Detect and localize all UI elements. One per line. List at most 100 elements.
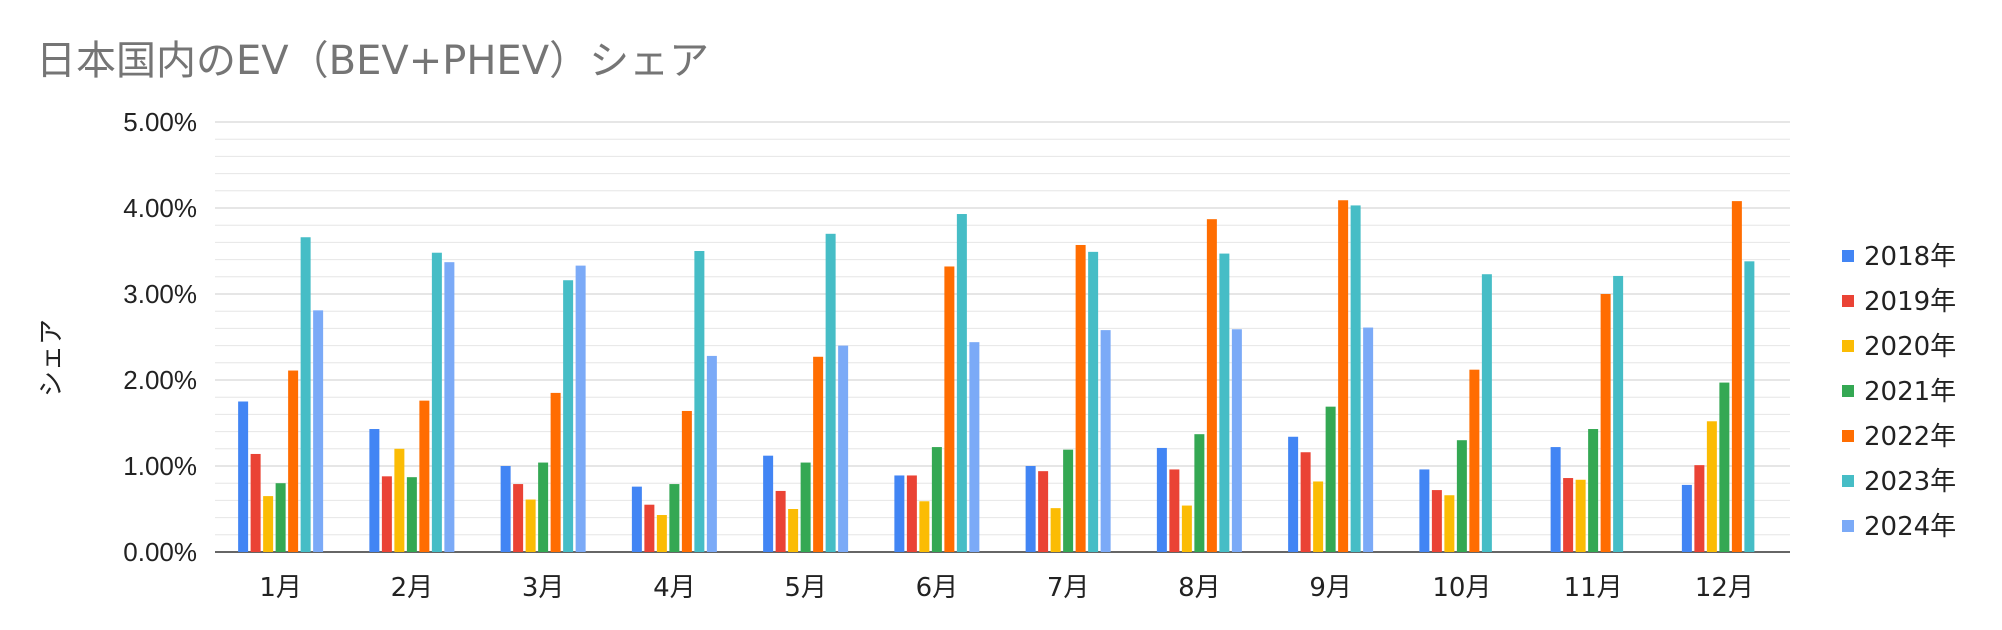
x-tick-label: 1月 <box>259 573 302 603</box>
bar-2021年-12月 <box>1719 382 1730 552</box>
legend-label: 2018年 <box>1864 242 1956 272</box>
bar-2018年-1月 <box>238 401 249 552</box>
bar-2024年-6月 <box>969 342 980 552</box>
bar-2019年-4月 <box>644 504 655 552</box>
legend: 2018年 2019年 2020年 2021年 2022年 2023年 2024年 <box>1842 242 1956 542</box>
bar-2020年-8月 <box>1181 505 1192 552</box>
legend-label: 2023年 <box>1864 467 1956 497</box>
y-axis-label: シェア <box>37 319 67 397</box>
bar-2022年-1月 <box>288 370 299 552</box>
bar-2021年-4月 <box>669 484 680 552</box>
bar-2021年-6月 <box>931 447 942 552</box>
y-tick-label: 4.00% <box>123 193 197 223</box>
y-axis-ticks: 0.00% 1.00% 2.00% 3.00% 4.00% 5.00% <box>123 107 197 567</box>
bar-2022年-8月 <box>1206 219 1217 552</box>
bar-2023年-4月 <box>694 251 705 552</box>
bar-2023年-9月 <box>1350 205 1361 553</box>
bar-2018年-10月 <box>1419 469 1430 552</box>
bar-2020年-5月 <box>788 509 799 552</box>
bar-2023年-8月 <box>1219 253 1230 552</box>
chart-title: 日本国内のEV（BEV+PHEV）シェア <box>36 38 710 84</box>
x-tick-label: 8月 <box>1178 573 1221 603</box>
bar-2024年-1月 <box>313 310 324 552</box>
bar-2020年-6月 <box>919 501 930 552</box>
bar-2020年-7月 <box>1050 508 1061 552</box>
bar-2021年-11月 <box>1588 429 1599 552</box>
bar-2022年-6月 <box>944 266 955 552</box>
bar-2023年-7月 <box>1088 251 1099 553</box>
y-tick-label: 5.00% <box>123 107 197 137</box>
x-tick-label: 2月 <box>391 573 434 603</box>
bar-2018年-7月 <box>1025 466 1036 552</box>
bar-2024年-5月 <box>838 345 849 552</box>
bar-2021年-9月 <box>1325 406 1336 552</box>
y-tick-label: 0.00% <box>123 537 197 567</box>
y-tick-label: 2.00% <box>123 365 197 395</box>
x-tick-label: 10月 <box>1432 573 1491 603</box>
bar-2021年-3月 <box>538 462 549 552</box>
bar-2024年-8月 <box>1231 329 1242 552</box>
bar-2019年-1月 <box>250 453 261 552</box>
bar-2023年-3月 <box>563 280 574 552</box>
y-tick-label: 3.00% <box>123 279 197 309</box>
bar-2024年-2月 <box>444 262 455 552</box>
bar-2021年-1月 <box>275 483 286 552</box>
bar-2022年-4月 <box>681 410 692 552</box>
legend-label: 2021年 <box>1864 377 1956 407</box>
bar-2021年-2月 <box>406 477 417 552</box>
bar-2018年-6月 <box>894 475 905 552</box>
legend-swatch <box>1842 250 1854 262</box>
bar-2018年-5月 <box>763 455 774 552</box>
bar-2020年-11月 <box>1575 479 1586 552</box>
bar-2018年-2月 <box>369 429 380 552</box>
y-tick-label: 1.00% <box>123 451 197 481</box>
bar-2021年-8月 <box>1194 434 1205 552</box>
bar-2023年-12月 <box>1744 261 1755 552</box>
bar-2019年-7月 <box>1038 471 1049 552</box>
bar-2024年-9月 <box>1363 327 1374 552</box>
bar-2022年-10月 <box>1469 369 1480 552</box>
legend-swatch <box>1842 475 1854 487</box>
legend-swatch <box>1842 340 1854 352</box>
bar-2020年-12月 <box>1706 421 1717 552</box>
x-tick-label: 12月 <box>1695 573 1754 603</box>
bar-2019年-11月 <box>1563 478 1574 552</box>
bar-2022年-9月 <box>1338 200 1349 552</box>
bar-2022年-12月 <box>1731 201 1742 552</box>
bar-2020年-4月 <box>656 515 667 552</box>
bar-2023年-10月 <box>1481 274 1492 552</box>
bar-2019年-8月 <box>1169 469 1180 552</box>
legend-label: 2024年 <box>1864 512 1956 542</box>
legend-swatch <box>1842 430 1854 442</box>
bar-2020年-2月 <box>394 448 405 552</box>
x-tick-label: 5月 <box>784 573 827 603</box>
bar-2020年-3月 <box>525 499 536 552</box>
bar-2023年-6月 <box>956 214 967 552</box>
bars <box>238 200 1755 553</box>
legend-swatch <box>1842 385 1854 397</box>
bar-2024年-3月 <box>575 265 586 552</box>
bar-2023年-5月 <box>825 233 836 553</box>
bar-2021年-5月 <box>800 462 811 552</box>
legend-label: 2020年 <box>1864 332 1956 362</box>
x-axis-ticks: 1月 2月 3月 4月 5月 6月 7月 8月 9月 10月 11月 12月 <box>259 573 1754 603</box>
bar-2020年-9月 <box>1313 481 1324 552</box>
bar-2018年-11月 <box>1550 447 1561 552</box>
x-tick-label: 11月 <box>1564 573 1623 603</box>
legend-label: 2022年 <box>1864 422 1956 452</box>
bar-2019年-9月 <box>1300 452 1311 552</box>
bar-2024年-4月 <box>706 355 717 552</box>
bar-2022年-7月 <box>1075 244 1086 553</box>
bar-2018年-3月 <box>500 466 511 552</box>
bar-2019年-5月 <box>775 490 786 552</box>
bar-2019年-12月 <box>1694 465 1705 552</box>
bar-2020年-10月 <box>1444 495 1455 552</box>
bar-2023年-11月 <box>1613 275 1624 552</box>
x-tick-label: 4月 <box>653 573 696 603</box>
bar-2022年-5月 <box>813 356 824 552</box>
bar-2019年-10月 <box>1431 490 1442 552</box>
bar-2024年-7月 <box>1100 330 1111 552</box>
bar-2022年-3月 <box>550 392 561 552</box>
bar-2020年-1月 <box>263 496 274 552</box>
